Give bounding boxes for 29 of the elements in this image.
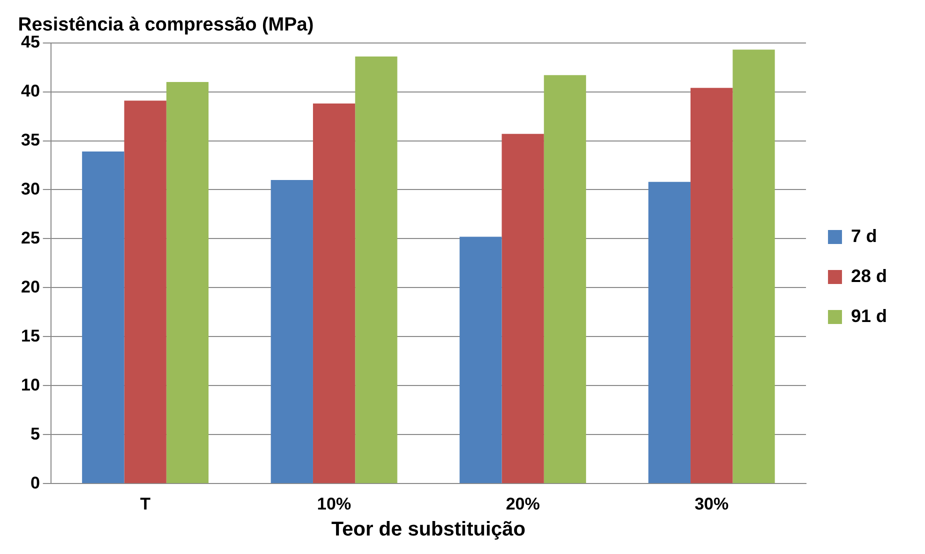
y-tick-label: 10 bbox=[20, 375, 40, 394]
bar bbox=[82, 152, 124, 484]
bar bbox=[270, 180, 313, 484]
bar bbox=[690, 88, 733, 484]
x-tick-label: 30% bbox=[694, 494, 729, 514]
y-tick-label: 5 bbox=[30, 424, 40, 444]
x-axis-title: Teor de substituição bbox=[331, 518, 526, 541]
y-tick-label: 0 bbox=[30, 473, 40, 492]
bar bbox=[312, 104, 356, 484]
bar bbox=[648, 182, 691, 484]
y-tick-label: 35 bbox=[20, 130, 40, 150]
bar bbox=[124, 100, 166, 484]
y-tick-label: 40 bbox=[20, 81, 40, 100]
y-tick-label: 20 bbox=[20, 277, 40, 296]
x-tick-label: 10% bbox=[317, 494, 352, 514]
bar bbox=[355, 56, 398, 484]
bar bbox=[732, 50, 775, 484]
y-tick-label: 15 bbox=[20, 326, 40, 346]
bar bbox=[502, 134, 544, 484]
bar bbox=[166, 82, 209, 484]
y-tick-label: 25 bbox=[20, 228, 40, 248]
bar bbox=[460, 236, 502, 484]
x-tick-label: T bbox=[140, 494, 152, 514]
legend-label: 91 d bbox=[850, 306, 888, 326]
x-tick-label: 20% bbox=[506, 494, 540, 514]
legend-label: 28 d bbox=[850, 266, 888, 286]
legend-label: 7 d bbox=[850, 226, 877, 246]
y-tick-label: 30 bbox=[20, 179, 40, 198]
bar bbox=[544, 75, 586, 484]
